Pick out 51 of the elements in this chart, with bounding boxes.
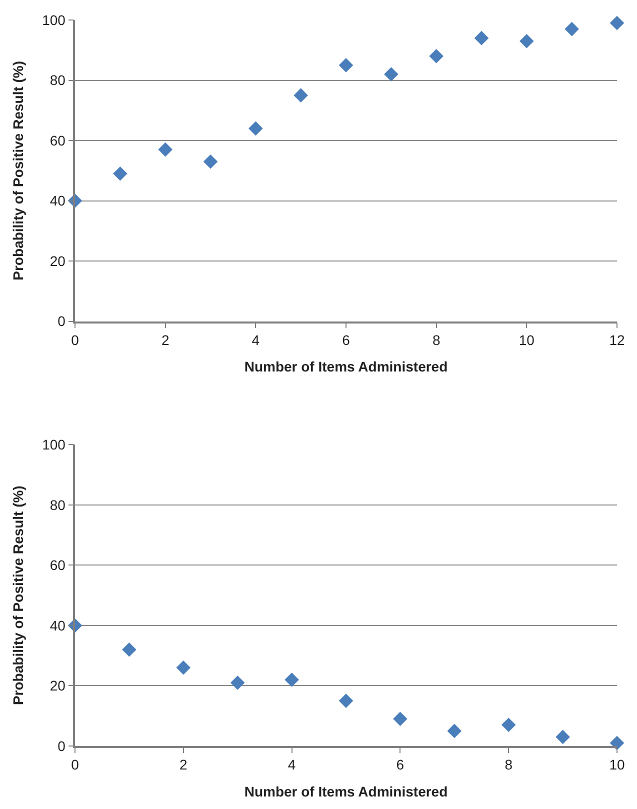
y-tick-label: 100	[42, 436, 66, 453]
x-tick-label: 0	[71, 332, 80, 348]
point	[230, 676, 245, 690]
point	[556, 730, 570, 744]
x-axis-title: Number of Items Administered	[244, 783, 448, 800]
point	[113, 166, 128, 181]
y-tick-label: 80	[50, 496, 66, 513]
x-tick-label: 2	[180, 756, 188, 773]
point	[284, 672, 299, 687]
x-tick-label: 10	[609, 756, 625, 773]
y-tick-label: 60	[50, 557, 66, 574]
y-tick-label: 0	[58, 738, 66, 754]
y-tick-label: 20	[50, 678, 66, 694]
point	[610, 736, 624, 750]
x-tick-label: 10	[518, 332, 535, 348]
x-tick-label: 8	[432, 332, 440, 348]
point	[610, 16, 624, 30]
y-tick-label: 40	[50, 192, 66, 209]
point	[294, 88, 308, 102]
point	[384, 67, 398, 82]
y-axis-title: Probability of Positive Result (%)	[10, 60, 26, 280]
x-tick-label: 6	[342, 332, 350, 348]
point	[338, 694, 354, 708]
x-axis-title: Number of Items Administered	[244, 358, 448, 375]
point	[447, 724, 462, 738]
y-tick-label: 60	[50, 132, 66, 148]
x-tick-label: 2	[161, 332, 170, 348]
x-tick-label: 4	[252, 332, 260, 348]
point	[338, 58, 354, 72]
point	[248, 121, 263, 136]
point	[520, 34, 534, 48]
point	[429, 49, 444, 64]
point	[158, 142, 172, 157]
x-tick-label: 4	[288, 756, 296, 773]
x-tick-label: 0	[71, 756, 80, 773]
x-tick-label: 8	[504, 756, 513, 773]
point	[501, 718, 516, 732]
point	[122, 642, 136, 657]
point	[393, 712, 408, 726]
y-tick-label: 20	[50, 252, 66, 269]
x-tick-label: 12	[609, 332, 625, 348]
y-tick-label: 40	[50, 617, 66, 634]
point	[474, 30, 489, 46]
point	[564, 22, 579, 36]
point	[176, 660, 191, 675]
y-axis-title: Probability of Positive Result (%)	[10, 486, 26, 706]
point	[203, 154, 218, 169]
y-tick-label: 80	[50, 72, 66, 88]
y-tick-label: 0	[58, 313, 66, 330]
x-tick-label: 6	[396, 756, 404, 773]
y-tick-label: 100	[42, 12, 66, 28]
